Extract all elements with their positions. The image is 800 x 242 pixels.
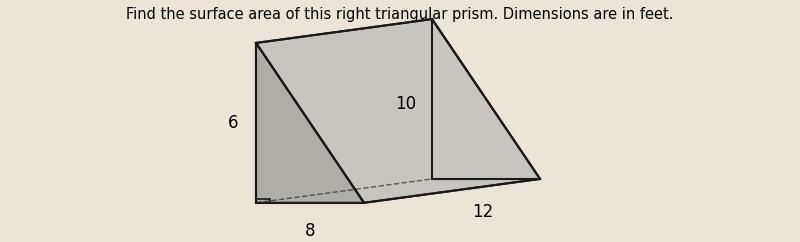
Text: 10: 10 [395, 95, 417, 113]
Text: 8: 8 [305, 222, 315, 241]
Polygon shape [256, 19, 540, 203]
Polygon shape [256, 43, 364, 203]
Polygon shape [432, 19, 540, 179]
Text: 6: 6 [228, 114, 238, 132]
Text: Find the surface area of this right triangular prism. Dimensions are in feet.: Find the surface area of this right tria… [126, 7, 674, 22]
Text: 12: 12 [472, 203, 494, 221]
